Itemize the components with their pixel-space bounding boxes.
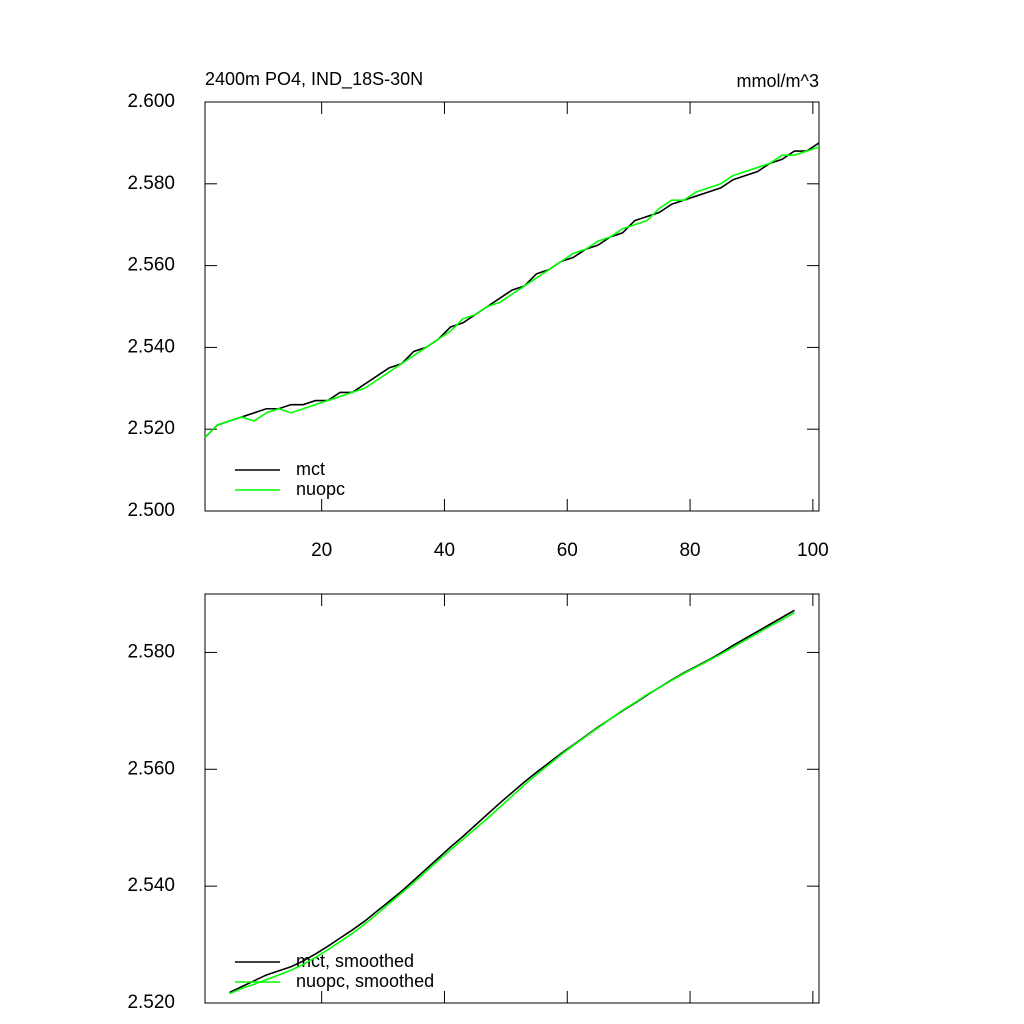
y-tick-label: 2.540 [127,336,175,357]
plot-frame [204,593,820,1004]
x-tick-label: 100 [797,540,829,561]
y-tick-label: 2.520 [127,418,175,439]
x-tick-label: 40 [434,540,455,561]
series-line [229,609,795,994]
x-tick-label: 80 [679,540,700,561]
y-tick-label: 2.540 [127,875,175,896]
chart-title: 2400m PO4, IND_18S-30N [205,69,423,90]
y-tick-label: 2.580 [127,641,175,662]
series-line [229,612,795,995]
units-label: mmol/m^3 [737,71,819,91]
legend-label: nuopc [296,479,345,499]
y-tick-label: 2.500 [127,500,175,521]
x-tick-label: 20 [311,540,332,561]
legend-label: mct [296,459,325,479]
series-line [204,142,820,438]
x-tick-label: 60 [557,540,578,561]
y-tick-label: 2.580 [127,173,175,194]
legend-label: mct, smoothed [296,951,414,971]
y-tick-label: 2.560 [127,255,175,276]
legend-label: nuopc, smoothed [296,971,434,991]
y-tick-label: 2.600 [127,91,175,112]
y-tick-label: 2.520 [127,992,175,1013]
plot-frame [204,101,820,512]
y-tick-label: 2.560 [127,758,175,779]
series-line [204,146,820,438]
